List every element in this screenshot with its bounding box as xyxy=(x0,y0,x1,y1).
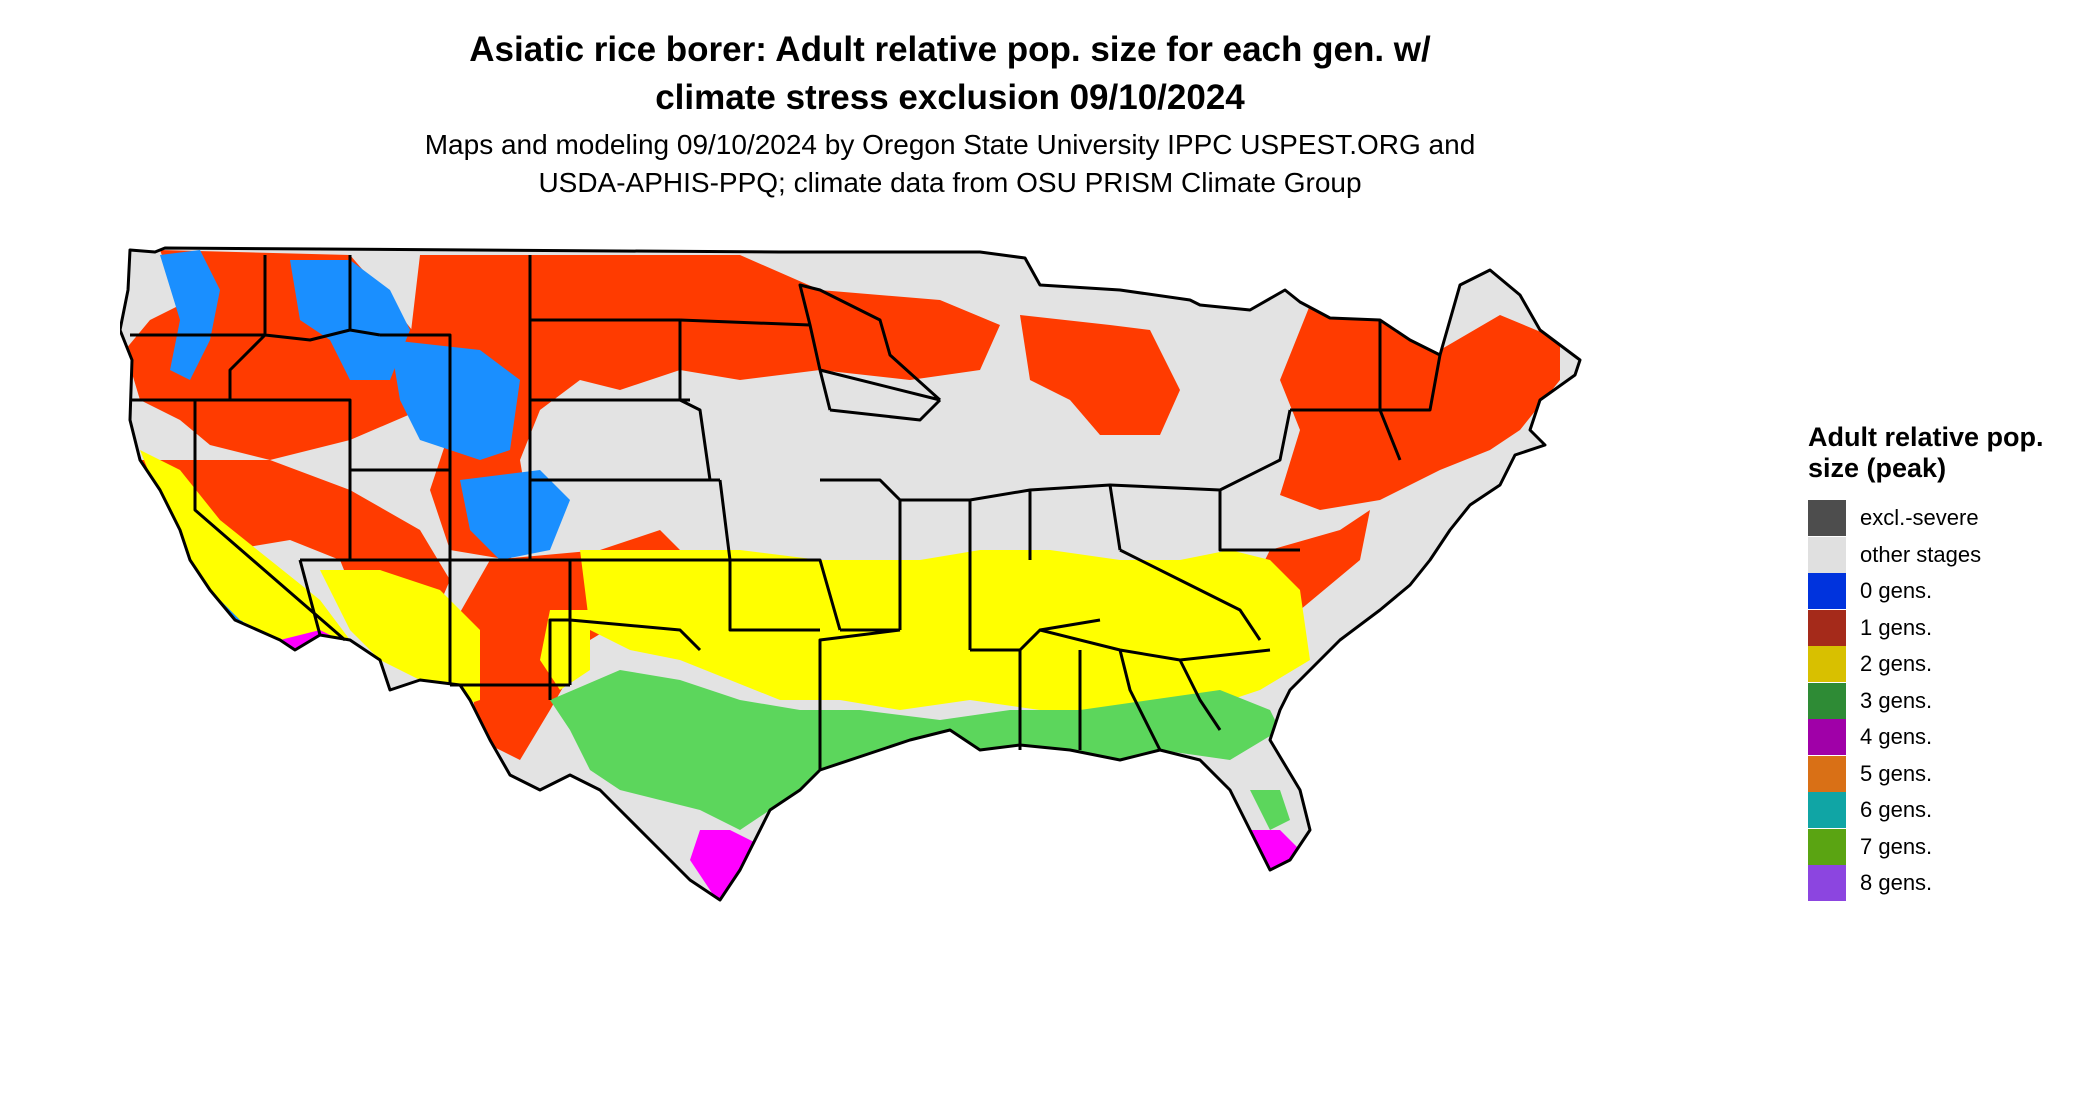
zone-1-gen-plains xyxy=(410,255,1000,560)
legend-swatch xyxy=(1808,719,1846,756)
zone-2-gen-texas-edge xyxy=(540,610,590,690)
legend-item: excl.-severe xyxy=(1808,500,2048,537)
zone-0-gen-cascades xyxy=(160,250,220,380)
legend-label: 7 gens. xyxy=(1860,833,1933,859)
legend-swatch xyxy=(1808,573,1846,610)
legend-swatch xyxy=(1808,755,1846,792)
legend: Adult relative pop. size (peak) excl.-se… xyxy=(1808,422,2048,902)
zone-2-gen-desert xyxy=(320,570,480,710)
zone-3-gen-south xyxy=(550,670,1280,830)
legend-item: other stages xyxy=(1808,536,2048,574)
legend-label: other stages xyxy=(1860,541,1982,567)
subtitle-line-1: Maps and modeling 09/10/2024 by Oregon S… xyxy=(424,129,1476,160)
zone-4-gen-texas-coast xyxy=(690,830,770,900)
map-fill xyxy=(120,248,1580,900)
zone-1-gen-greatlakes xyxy=(1020,315,1180,435)
zone-3-gen-florida xyxy=(1250,790,1290,830)
legend-swatch xyxy=(1808,828,1846,865)
zone-1-gen-northeast xyxy=(1280,305,1560,510)
state-borders xyxy=(120,246,1582,902)
legend-swatch xyxy=(1808,682,1846,719)
legend-item: 2 gens. xyxy=(1808,646,2048,683)
legend-swatch xyxy=(1808,500,1846,537)
national-border xyxy=(120,246,1582,902)
legend-swatch xyxy=(1808,609,1846,646)
us-map xyxy=(120,246,1582,902)
legend-item: 1 gens. xyxy=(1808,609,2048,647)
legend-item: 7 gens. xyxy=(1808,828,2048,866)
state-lines-plains xyxy=(528,255,842,700)
title-line-2: climate stress exclusion 09/10/2024 xyxy=(655,78,1245,117)
state-lines-west xyxy=(130,255,572,687)
legend-label: 4 gens. xyxy=(1860,724,1933,750)
zone-0-gen-wyoming xyxy=(390,340,520,460)
legend-label: 3 gens. xyxy=(1860,687,1933,713)
title-line-1: Asiatic rice borer: Adult relative pop. … xyxy=(469,30,1431,69)
legend-swatch xyxy=(1808,792,1846,829)
legend-item: 8 gens. xyxy=(1808,865,2048,902)
legend-label: 0 gens. xyxy=(1860,578,1933,604)
legend-item: 3 gens. xyxy=(1808,682,2048,720)
legend-items: excl.-severe other stages 0 gens. 1 gens. 2 … xyxy=(1808,500,2048,902)
chart-title: Asiatic rice borer: Adult relative pop. … xyxy=(0,26,1900,122)
chart-subtitle: Maps and modeling 09/10/2024 by Oregon S… xyxy=(0,126,1900,202)
subtitle-line-2: USDA-APHIS-PPQ; climate data from OSU PR… xyxy=(538,167,1362,198)
legend-label: 1 gens. xyxy=(1860,614,1933,640)
legend-label: 2 gens. xyxy=(1860,651,1933,677)
state-lines-east xyxy=(1018,320,1442,751)
legend-item: 0 gens. xyxy=(1808,573,2048,610)
legend-swatch xyxy=(1808,646,1846,683)
legend-label: 6 gens. xyxy=(1860,797,1933,823)
legend-swatch xyxy=(1808,865,1846,902)
legend-title: Adult relative pop. size (peak) xyxy=(1808,422,2044,483)
legend-label: 5 gens. xyxy=(1860,760,1933,786)
legend-item: 5 gens. xyxy=(1808,755,2048,793)
zone-0-gen-colorado xyxy=(460,470,570,560)
legend-swatch xyxy=(1808,536,1846,573)
legend-label: excl.-severe xyxy=(1860,505,1979,531)
legend-label: 8 gens. xyxy=(1860,870,1933,896)
legend-item: 6 gens. xyxy=(1808,792,2048,829)
legend-item: 4 gens. xyxy=(1808,719,2048,756)
